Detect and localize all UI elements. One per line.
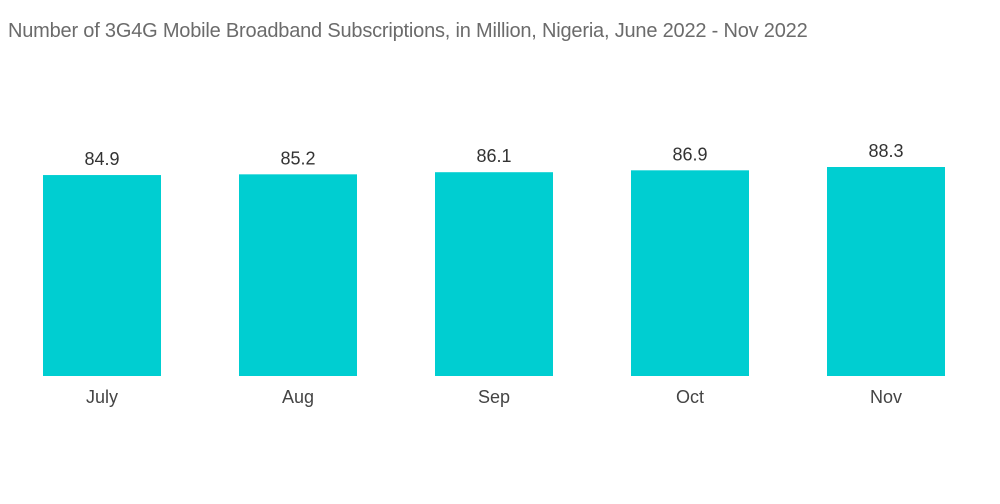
x-axis-ticks: July Aug Sep Oct Nov	[86, 387, 902, 407]
bar-july	[43, 175, 161, 376]
data-label-july: 84.9	[84, 149, 119, 169]
data-label-nov: 88.3	[868, 141, 903, 161]
data-label-sep: 86.1	[476, 146, 511, 166]
value-labels-layer: 84.9 85.2 86.1 86.9 88.3	[84, 141, 903, 169]
bars-layer	[43, 167, 945, 376]
x-tick-label-july: July	[86, 387, 118, 407]
x-tick-label-sep: Sep	[478, 387, 510, 407]
bar-aug	[239, 174, 357, 376]
bar-oct	[631, 170, 749, 376]
data-label-aug: 85.2	[280, 148, 315, 168]
data-label-oct: 86.9	[672, 144, 707, 164]
chart-title: Number of 3G4G Mobile Broadband Subscrip…	[8, 20, 808, 42]
x-tick-label-oct: Oct	[676, 387, 704, 407]
bar-sep	[435, 172, 553, 376]
bar-nov	[827, 167, 945, 376]
x-tick-label-aug: Aug	[282, 387, 314, 407]
x-tick-label-nov: Nov	[870, 387, 902, 407]
